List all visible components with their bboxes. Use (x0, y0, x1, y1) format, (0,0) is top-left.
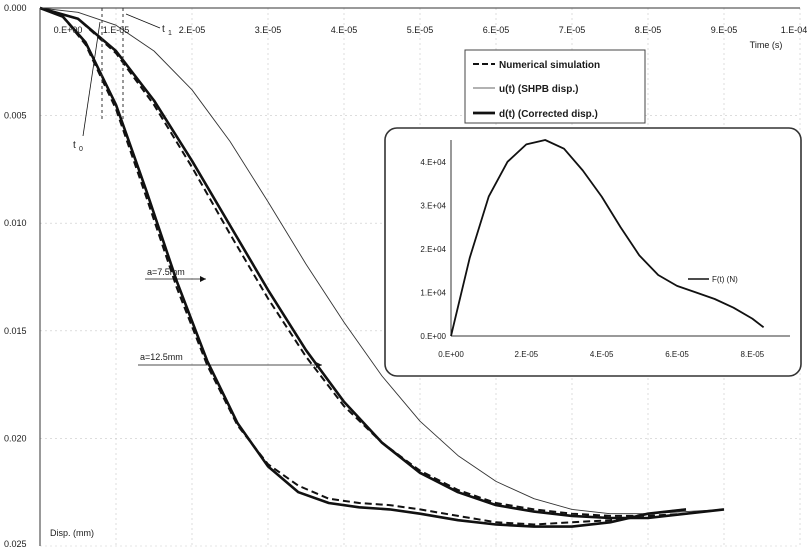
inset-series-line-0 (450, 139, 765, 337)
t0-pointer (82, 21, 101, 137)
inset-plot-lines (450, 139, 765, 337)
series-line-2 (39, 7, 725, 517)
x-tick-label: 8.E-05 (635, 25, 662, 35)
inset-legend-label: F(t) (N) (712, 275, 738, 284)
y-tick-label: 0.000 (4, 3, 27, 13)
y-tick-label: 0.015 (4, 326, 27, 336)
inset-x-tick-label: 6.E-05 (665, 350, 689, 359)
annotation-t1: t 1 (125, 13, 172, 37)
x-tick-label: 3.E-05 (255, 25, 282, 35)
svg-text:t: t (73, 140, 76, 151)
legend: Numerical simulation u(t) (SHPB disp.) d… (464, 49, 646, 124)
x-tick-label: 6.E-05 (483, 25, 510, 35)
inset-y-tick-label: 0.E+00 (420, 332, 446, 341)
annotation-t0: t 0 (73, 21, 101, 153)
svg-text:a=7.5mm: a=7.5mm (147, 267, 185, 277)
inset-tick-labels: 0.E+00 2.E-05 4.E-05 6.E-05 8.E-05 0.E+00 1.E+… (420, 158, 764, 359)
annotation-a125: a=12.5mm (138, 352, 322, 368)
inset-y-tick-label: 4.E+04 (420, 158, 446, 167)
inset-x-tick-label: 0.E+00 (438, 350, 464, 359)
y-tick-label: 0.005 (4, 111, 27, 121)
x-tick-label: 2.E-05 (179, 25, 206, 35)
y-tick-label: 0.025 (4, 539, 27, 549)
main-tick-labels: 0.E+00 1.E-05 2.E-05 3.E-05 4.E-05 5.E-05 6.E-… (4, 3, 807, 549)
y-tick-label: 0.020 (4, 433, 27, 443)
main-axes (39, 7, 800, 546)
x-tick-label: 5.E-05 (407, 25, 434, 35)
svg-text:1: 1 (168, 30, 172, 37)
x-tick-label: 0.E+00 (54, 25, 83, 35)
legend-item-d: d(t) (Corrected disp.) (499, 109, 598, 120)
main-plot-lines (39, 6, 725, 528)
legend-item-numerical: Numerical simulation (499, 60, 600, 71)
x-tick-label: 1.E-05 (103, 25, 130, 35)
x-tick-label: 7.E-05 (559, 25, 586, 35)
series-line-3 (39, 6, 687, 528)
inset-x-tick-label: 4.E-05 (590, 350, 614, 359)
y-axis-label: Disp. (mm) (50, 528, 94, 538)
inset-y-tick-label: 3.E+04 (420, 201, 446, 210)
inset-x-tick-label: 8.E-05 (741, 350, 765, 359)
inset-y-tick-label: 2.E+04 (420, 245, 446, 254)
y-tick-label: 0.010 (4, 218, 27, 228)
x-tick-label: 4.E-05 (331, 25, 358, 35)
annotation-a75: a=7.5mm (145, 267, 206, 282)
series-line-0 (39, 7, 725, 515)
legend-item-u: u(t) (SHPB disp.) (499, 84, 578, 95)
x-tick-label: 1.E-04 (781, 25, 808, 35)
x-axis-label: Time (s) (750, 40, 783, 50)
svg-text:0: 0 (79, 146, 83, 153)
inset-chart: 0.E+00 2.E-05 4.E-05 6.E-05 8.E-05 0.E+00 1.E+… (384, 127, 802, 377)
inset-x-tick-label: 2.E-05 (515, 350, 539, 359)
svg-text:t: t (162, 24, 165, 35)
inset-y-tick-label: 1.E+04 (420, 288, 446, 297)
t1-pointer (125, 13, 161, 29)
inset-frame (384, 127, 802, 377)
x-tick-label: 9.E-05 (711, 25, 738, 35)
svg-text:a=12.5mm: a=12.5mm (140, 352, 183, 362)
